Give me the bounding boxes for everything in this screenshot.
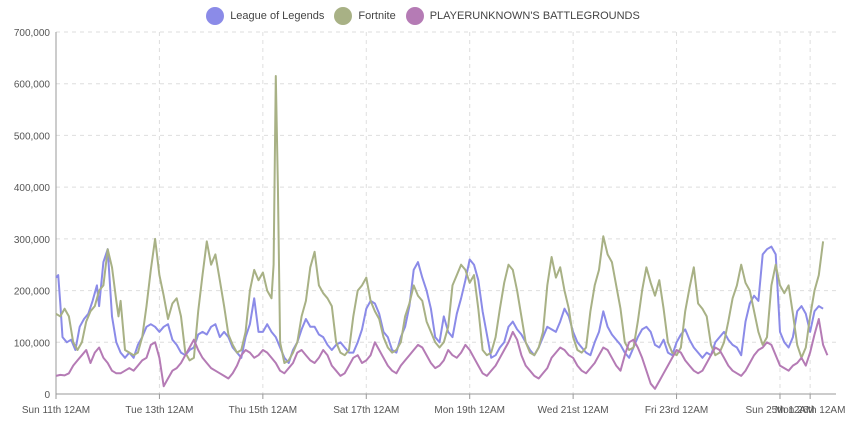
legend-item-playerunknown-s-battlegrounds[interactable]: PLAYERUNKNOWN'S BATTLEGROUNDS	[405, 7, 640, 25]
legend-label: PLAYERUNKNOWN'S BATTLEGROUNDS	[429, 10, 640, 22]
x-tick-label: Sat 17th 12AM	[333, 405, 399, 416]
legend-item-fortnite[interactable]: Fortnite	[334, 7, 396, 25]
legend-label: League of Legends	[230, 10, 325, 22]
y-tick-label: 200,000	[14, 287, 51, 298]
legend-label: Fortnite	[358, 10, 396, 22]
legend-swatch	[334, 7, 353, 25]
y-tick-label: 600,000	[14, 80, 51, 91]
y-tick-label: 500,000	[14, 131, 51, 142]
y-tick-label: 700,000	[14, 28, 51, 39]
x-tick-label: Sun 11th 12AM	[22, 405, 90, 416]
y-tick-label: 100,000	[14, 338, 51, 349]
legend-item-league-of-legends[interactable]: League of Legends	[206, 7, 324, 25]
chart-legend: League of Legends Fortnite PLAYERUNKNOWN'S…	[0, 0, 846, 32]
x-tick-label: Thu 15th 12AM	[229, 405, 297, 416]
y-tick-label: 300,000	[14, 235, 51, 246]
series-line-fortnite	[55, 75, 825, 364]
y-tick-label: 0	[44, 390, 50, 401]
legend-swatch	[206, 7, 225, 25]
series-line-playerunknown-s-battlegrounds	[55, 318, 829, 390]
x-tick-label: Mon 19th 12AM	[434, 405, 505, 416]
x-tick-label: Mon 26th 12AM	[775, 405, 846, 416]
x-tick-label: Fri 23rd 12AM	[645, 405, 708, 416]
series-line-league-of-legends	[55, 245, 824, 364]
legend-swatch	[405, 7, 424, 25]
x-tick-label: Sun 25th 12AM	[746, 405, 815, 416]
y-tick-label: 400,000	[14, 183, 51, 194]
x-tick-label: Wed 21st 12AM	[538, 405, 609, 416]
x-tick-label: Tue 13th 12AM	[125, 405, 193, 416]
